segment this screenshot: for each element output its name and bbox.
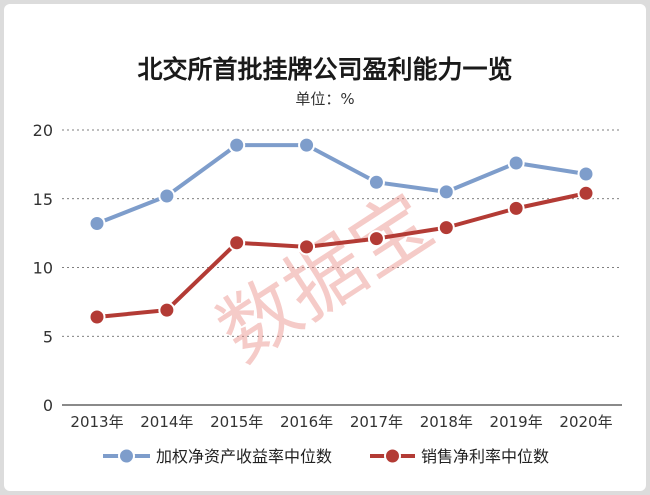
data-point [507,199,525,217]
data-point [577,184,595,202]
grid [62,129,622,406]
data-point [88,215,106,232]
series-group [88,136,595,326]
y-tick-label: 10 [33,259,53,278]
x-tick-label: 2019年 [490,413,543,431]
watermark-text: 数据宝 [203,177,448,380]
y-tick-label: 15 [33,190,53,209]
chart-frame [4,4,646,491]
x-tick-label: 2013年 [70,413,123,431]
data-point [367,173,385,191]
series-line [96,143,587,226]
y-tick-label: 0 [43,396,53,415]
data-point [298,136,316,154]
x-tick-label: 2015年 [210,413,263,431]
legend-label: 销售净利率中位数 [421,447,549,466]
y-axis-ticks: 0 5 10 15 20 [33,121,53,415]
data-point [298,238,316,256]
x-tick-label: 2017年 [350,413,403,431]
x-tick-label: 2020年 [559,413,612,431]
x-tick-label: 2014年 [140,413,193,431]
x-tick-label: 2016年 [280,413,333,431]
data-point [158,187,176,205]
legend-swatch-marker [118,447,135,465]
x-axis-ticks: 2013年 2014年 2015年 2016年 2017年 2018年 2019年 2020年 [70,413,612,431]
data-point [228,136,246,154]
legend-label: 加权净资产收益率中位数 [156,447,332,466]
data-point [437,219,455,237]
data-point [228,234,246,252]
data-point [367,230,385,248]
series-line [96,191,587,319]
watermark: 数据宝 [203,177,448,380]
legend: 加权净资产收益率中位数 销售净利率中位数 [103,447,549,466]
data-point [158,301,176,319]
x-tick-label: 2018年 [420,413,473,431]
y-tick-label: 20 [33,121,53,140]
legend-swatch-marker [384,447,401,465]
chart-subtitle: 单位：% [295,90,354,108]
data-point [507,154,525,172]
y-tick-label: 5 [43,327,53,346]
chart-title: 北交所首批挂牌公司盈利能力一览 [137,55,512,84]
data-point [88,308,106,326]
data-point [577,165,595,183]
data-point [437,183,455,201]
